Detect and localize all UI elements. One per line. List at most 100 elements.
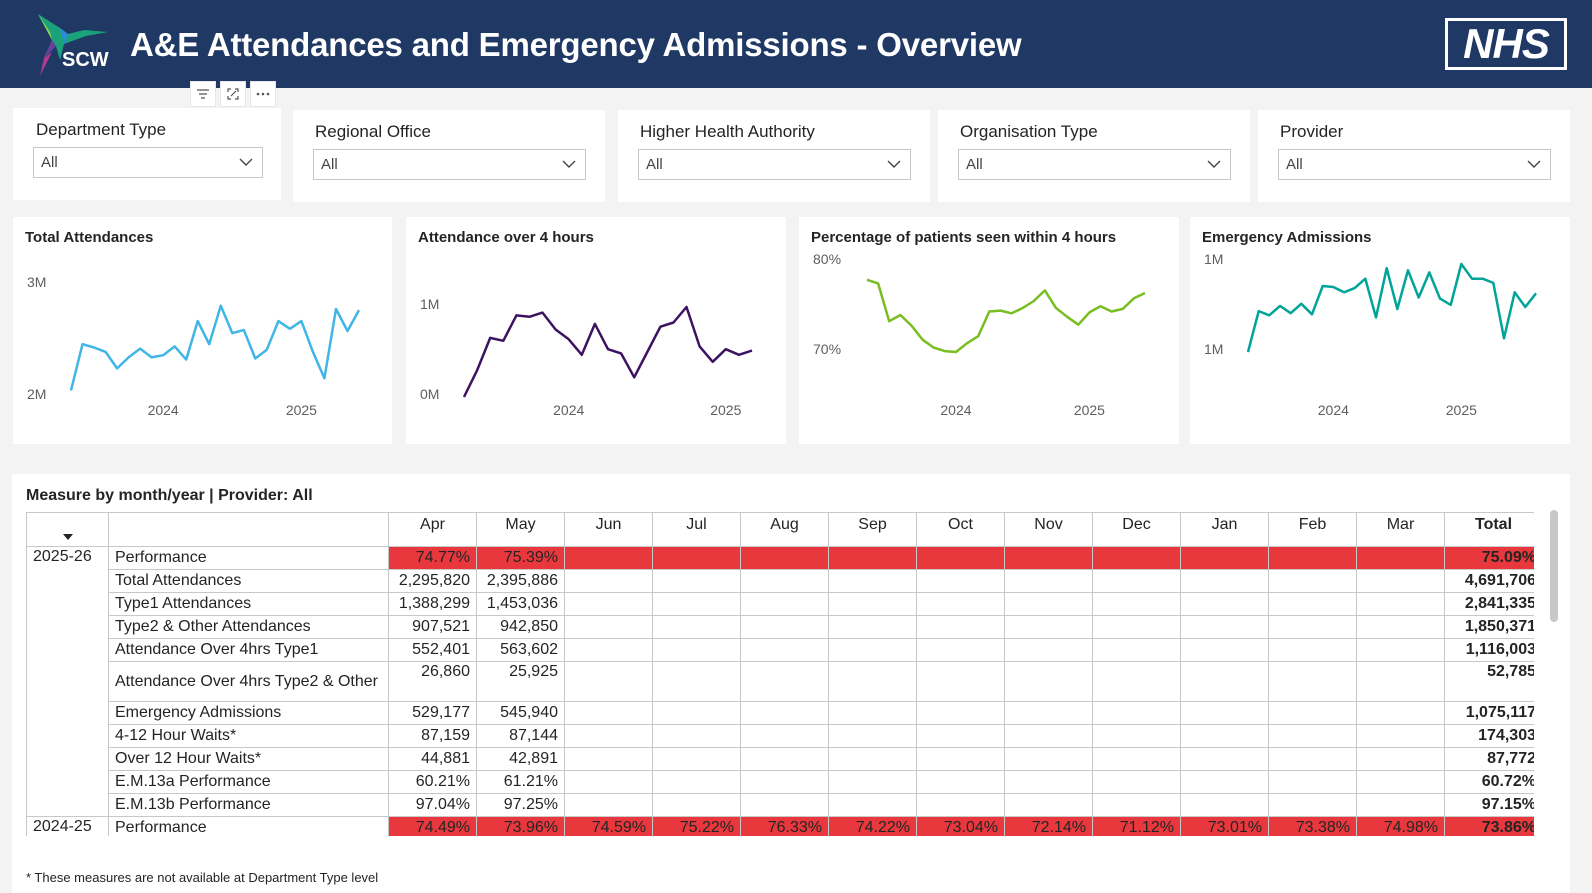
department-type-dropdown[interactable]: All [33, 147, 263, 178]
matrix-scrollbar[interactable] [1550, 510, 1558, 622]
data-point[interactable] [184, 358, 188, 362]
column-header[interactable]: Mar [1356, 512, 1445, 547]
data-point[interactable] [698, 344, 702, 348]
data-point[interactable] [1459, 262, 1463, 266]
organisation-type-dropdown[interactable]: All [958, 149, 1231, 180]
data-point[interactable] [357, 308, 361, 312]
data-point[interactable] [1132, 296, 1136, 300]
data-point[interactable] [898, 313, 902, 317]
data-point[interactable] [1032, 299, 1036, 303]
data-point[interactable] [606, 347, 610, 351]
data-point[interactable] [685, 305, 689, 309]
data-point[interactable] [138, 347, 142, 351]
data-point[interactable] [299, 319, 303, 323]
data-point[interactable] [593, 322, 597, 326]
data-point[interactable] [311, 350, 315, 354]
data-point[interactable] [1299, 302, 1303, 306]
data-point[interactable] [932, 346, 936, 350]
data-point[interactable] [1353, 286, 1357, 290]
data-point[interactable] [554, 328, 558, 332]
data-point[interactable] [1321, 284, 1325, 288]
data-point[interactable] [488, 336, 492, 340]
data-point[interactable] [475, 368, 479, 372]
data-point[interactable] [1289, 311, 1293, 315]
data-point[interactable] [1406, 268, 1410, 272]
higher-health-authority-dropdown[interactable]: All [638, 149, 911, 180]
data-point[interactable] [92, 346, 96, 350]
provider-dropdown[interactable]: All [1278, 149, 1551, 180]
column-header[interactable]: Jan [1180, 512, 1269, 547]
data-point[interactable] [1099, 304, 1103, 308]
column-header[interactable]: Sep [828, 512, 917, 547]
data-point[interactable] [1502, 336, 1506, 340]
data-point[interactable] [580, 353, 584, 357]
data-point[interactable] [322, 376, 326, 380]
data-point[interactable] [1143, 291, 1147, 295]
data-point[interactable] [1481, 277, 1485, 281]
data-point[interactable] [1427, 270, 1431, 274]
more-options-icon[interactable] [250, 81, 276, 107]
data-point[interactable] [1010, 311, 1014, 315]
data-point[interactable] [1417, 296, 1421, 300]
data-point[interactable] [196, 319, 200, 323]
data-point[interactable] [1438, 297, 1442, 301]
data-point[interactable] [750, 349, 754, 353]
total-column-header[interactable]: Total [1444, 512, 1534, 547]
data-point[interactable] [1363, 277, 1367, 281]
data-point[interactable] [1513, 290, 1517, 294]
data-point[interactable] [1278, 304, 1282, 308]
column-header[interactable]: Dec [1092, 512, 1181, 547]
data-point[interactable] [127, 355, 131, 359]
data-point[interactable] [1110, 310, 1114, 314]
data-point[interactable] [1374, 315, 1378, 319]
data-point[interactable] [173, 344, 177, 348]
data-point[interactable] [711, 360, 715, 364]
data-point[interactable] [541, 311, 545, 315]
data-point[interactable] [1267, 313, 1271, 317]
data-point[interactable] [1257, 309, 1261, 313]
data-point[interactable] [672, 321, 676, 325]
series-line[interactable] [1246, 262, 1537, 353]
data-point[interactable] [528, 315, 532, 319]
data-point[interactable] [1470, 277, 1474, 281]
data-point[interactable] [288, 327, 292, 331]
data-point[interactable] [242, 328, 246, 332]
data-point[interactable] [150, 355, 154, 359]
data-point[interactable] [632, 375, 636, 379]
series-line[interactable] [866, 278, 1146, 354]
data-point[interactable] [207, 342, 211, 346]
data-point[interactable] [619, 351, 623, 355]
filter-icon[interactable] [190, 81, 216, 107]
data-point[interactable] [921, 338, 925, 342]
data-point[interactable] [1246, 350, 1250, 354]
data-point[interactable] [567, 337, 571, 341]
data-point[interactable] [910, 324, 914, 328]
data-point[interactable] [876, 281, 880, 285]
chart-card-total-attendances[interactable]: 3M 2M 2024 2025 Total Attendances [13, 217, 392, 444]
data-point[interactable] [1342, 290, 1346, 294]
data-point[interactable] [1310, 312, 1314, 316]
column-header[interactable]: Nov [1004, 512, 1093, 547]
data-point[interactable] [1534, 291, 1538, 295]
data-point[interactable] [1395, 307, 1399, 311]
data-point[interactable] [865, 278, 869, 282]
data-point[interactable] [104, 350, 108, 354]
data-point[interactable] [998, 309, 1002, 313]
data-point[interactable] [965, 341, 969, 345]
data-point[interactable] [658, 325, 662, 329]
regional-office-dropdown[interactable]: All [313, 149, 586, 180]
series-line[interactable] [69, 304, 361, 391]
data-point[interactable] [1043, 288, 1047, 292]
sort-column-header[interactable] [26, 512, 109, 547]
column-header[interactable]: Oct [916, 512, 1005, 547]
data-point[interactable] [1491, 281, 1495, 285]
column-header[interactable]: May [476, 512, 565, 547]
data-point[interactable] [724, 347, 728, 351]
data-point[interactable] [1076, 323, 1080, 327]
data-point[interactable] [1385, 266, 1389, 270]
data-point[interactable] [1054, 306, 1058, 310]
data-point[interactable] [276, 319, 280, 323]
data-point[interactable] [976, 334, 980, 338]
focus-mode-icon[interactable] [220, 81, 246, 107]
chart-card-emergency-admissions[interactable]: 1M 1M 2024 2025 Emergency Admissions [1190, 217, 1570, 444]
